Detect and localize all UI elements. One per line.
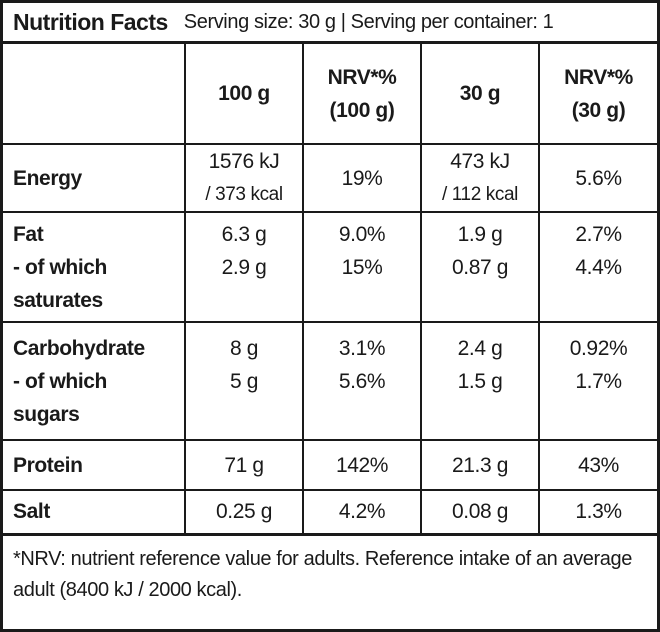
cell-energy-nrv-100g: 19% (302, 143, 422, 213)
nutrient-column-header (3, 44, 186, 145)
cell-carbohydrate-100g: 8 g 5 g (184, 321, 304, 441)
cell-line: 1.7% (575, 369, 622, 393)
cell-protein-100g: 71 g (184, 439, 304, 491)
cell-protein-nrv-30g: 43% (538, 439, 657, 491)
cell-line: 19% (341, 166, 383, 190)
row-label-line: sugars (13, 402, 80, 426)
cell-line: 142% (335, 453, 389, 477)
table-row-energy: Energy 1576 kJ / 373 kcal 19% 473 kJ / 1… (3, 143, 657, 213)
col-header-line: NRV*% (327, 65, 397, 89)
cell-line: 8 g (230, 336, 258, 360)
cell-line: 0.08 g (452, 500, 508, 524)
row-label-line: - of which (13, 369, 107, 393)
column-header-row: 100 g NRV*% (100 g) 30 g NRV*% (30 g) (3, 44, 657, 145)
col-header-line: (30 g) (571, 98, 626, 122)
cell-line: 5.6% (575, 166, 622, 190)
cell-line: 4.4% (575, 255, 622, 279)
cell-line: 473 kJ (450, 150, 510, 173)
cell-line: 9.0% (338, 222, 386, 246)
cell-line: 1576 kJ (208, 150, 280, 173)
row-label-line: Fat (13, 222, 44, 246)
cell-line: 43% (578, 453, 619, 477)
cell-fat-100g: 6.3 g 2.9 g (184, 211, 304, 323)
cell-line: 15% (341, 255, 383, 279)
cell-salt-30g: 0.08 g (420, 489, 540, 536)
cell-salt-nrv-100g: 4.2% (302, 489, 422, 536)
cell-carbohydrate-30g: 2.4 g 1.5 g (420, 321, 540, 441)
col-header-line: 100 g (218, 82, 270, 105)
col-header-30g: 30 g (420, 44, 540, 145)
cell-line: 1.3% (575, 500, 622, 524)
cell-carbohydrate-nrv-30g: 0.92% 1.7% (538, 321, 657, 441)
table-row-protein: Protein 71 g 142% 21.3 g 43% (3, 439, 657, 491)
cell-protein-30g: 21.3 g (420, 439, 540, 491)
cell-line: 5.6% (338, 369, 386, 393)
nutrition-table: 100 g NRV*% (100 g) 30 g NRV*% (30 g) En… (3, 44, 657, 536)
col-header-line: 30 g (459, 82, 501, 105)
cell-energy-nrv-30g: 5.6% (538, 143, 657, 213)
serving-info: Serving size: 30 g | Serving per contain… (183, 10, 554, 33)
cell-salt-100g: 0.25 g (184, 489, 304, 536)
cell-line: 2.9 g (221, 255, 267, 279)
row-label-carbohydrate: Carbohydrate - of which sugars (3, 321, 186, 441)
cell-line: 1.5 g (457, 369, 503, 393)
col-header-nrv-30g: NRV*% (30 g) (538, 44, 657, 145)
cell-protein-nrv-100g: 142% (302, 439, 422, 491)
panel-title: Nutrition Facts (13, 8, 168, 35)
cell-line: 21.3 g (452, 453, 508, 477)
cell-line: 2.7% (575, 222, 622, 246)
cell-energy-30g: 473 kJ / 112 kcal (420, 143, 540, 213)
row-label-line: saturates (13, 288, 103, 312)
row-label-line: Carbohydrate (13, 336, 145, 360)
cell-salt-nrv-30g: 1.3% (538, 489, 657, 536)
cell-line: / 112 kcal (442, 184, 518, 205)
cell-line: 0.25 g (216, 500, 272, 524)
row-label-line: - of which (13, 255, 107, 279)
cell-fat-nrv-100g: 9.0% 15% (302, 211, 422, 323)
row-label-line: Salt (13, 500, 50, 524)
cell-fat-30g: 1.9 g 0.87 g (420, 211, 540, 323)
table-row-fat: Fat - of which saturates 6.3 g 2.9 g 9.0… (3, 211, 657, 323)
table-row-salt: Salt 0.25 g 4.2% 0.08 g 1.3% (3, 489, 657, 536)
col-header-line: NRV*% (564, 65, 633, 89)
col-header-nrv-100g: NRV*% (100 g) (302, 44, 422, 145)
row-label-line: Energy (13, 166, 82, 190)
cell-line: 3.1% (338, 336, 386, 360)
row-label-energy: Energy (3, 143, 186, 213)
nrv-footnote: *NRV: nutrient reference value for adult… (13, 547, 632, 601)
panel-header: Nutrition Facts Serving size: 30 g | Ser… (3, 3, 657, 44)
table-row-carbohydrate: Carbohydrate - of which sugars 8 g 5 g 3… (3, 321, 657, 441)
cell-line: 0.87 g (452, 255, 508, 279)
cell-energy-100g: 1576 kJ / 373 kcal (184, 143, 304, 213)
cell-line: 6.3 g (221, 222, 267, 246)
cell-line: 71 g (224, 453, 264, 477)
row-label-salt: Salt (3, 489, 186, 536)
cell-carbohydrate-nrv-100g: 3.1% 5.6% (302, 321, 422, 441)
cell-line: 4.2% (338, 500, 386, 524)
cell-line: / 373 kcal (205, 184, 283, 205)
cell-line: 0.92% (569, 336, 628, 360)
row-label-fat: Fat - of which saturates (3, 211, 186, 323)
col-header-100g: 100 g (184, 44, 304, 145)
cell-fat-nrv-30g: 2.7% 4.4% (538, 211, 657, 323)
row-label-line: Protein (13, 453, 83, 477)
cell-line: 1.9 g (457, 222, 503, 246)
col-header-line: (100 g) (329, 98, 395, 122)
row-label-protein: Protein (3, 439, 186, 491)
cell-line: 5 g (230, 369, 258, 393)
cell-line: 2.4 g (457, 336, 503, 360)
